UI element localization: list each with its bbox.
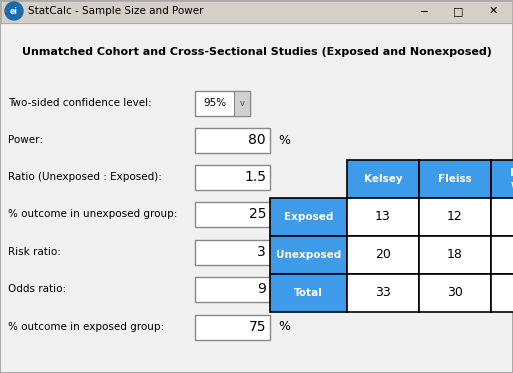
Bar — [491, 198, 513, 236]
Bar — [270, 198, 347, 236]
Bar — [195, 276, 270, 301]
Bar — [491, 160, 513, 198]
Bar — [270, 274, 347, 312]
Text: 9: 9 — [257, 282, 266, 296]
Bar — [419, 236, 491, 274]
Bar — [195, 164, 270, 189]
Text: ✕: ✕ — [488, 6, 498, 16]
Bar — [195, 201, 270, 226]
Text: % outcome in unexposed group:: % outcome in unexposed group: — [8, 209, 177, 219]
Text: Ratio (Unexposed : Exposed):: Ratio (Unexposed : Exposed): — [8, 172, 162, 182]
Text: Fleiss: Fleiss — [438, 174, 472, 184]
Text: 20: 20 — [375, 248, 391, 261]
Bar — [491, 236, 513, 274]
Circle shape — [5, 2, 23, 20]
Text: v: v — [240, 98, 245, 107]
Text: 95%: 95% — [203, 98, 226, 108]
Bar — [195, 314, 270, 339]
Text: 25: 25 — [248, 207, 266, 221]
Bar — [419, 198, 491, 236]
Bar — [347, 198, 419, 236]
Text: 18: 18 — [447, 248, 463, 261]
Bar — [270, 236, 347, 274]
Text: 75: 75 — [248, 320, 266, 334]
Text: Exposed: Exposed — [284, 212, 333, 222]
Text: Power:: Power: — [8, 135, 43, 145]
Bar — [419, 274, 491, 312]
Text: □: □ — [453, 6, 463, 16]
Bar — [195, 239, 270, 264]
Bar — [419, 160, 491, 198]
Bar — [195, 128, 270, 153]
Text: Unmatched Cohort and Cross-Sectional Studies (Exposed and Nonexposed): Unmatched Cohort and Cross-Sectional Stu… — [22, 47, 491, 57]
Text: ei: ei — [10, 6, 18, 16]
Text: 12: 12 — [447, 210, 463, 223]
Bar — [347, 274, 419, 312]
Text: % outcome in exposed group:: % outcome in exposed group: — [8, 322, 164, 332]
Text: 13: 13 — [375, 210, 391, 223]
Text: 1.5: 1.5 — [244, 170, 266, 184]
Text: 3: 3 — [257, 245, 266, 259]
Bar — [347, 160, 419, 198]
Bar — [195, 91, 250, 116]
Text: Unexposed: Unexposed — [276, 250, 341, 260]
Text: Risk ratio:: Risk ratio: — [8, 247, 61, 257]
Bar — [1, 1, 512, 23]
Text: Total: Total — [294, 288, 323, 298]
Text: 33: 33 — [375, 286, 391, 300]
Bar — [234, 91, 250, 116]
Text: %: % — [278, 320, 290, 333]
Text: StatCalc - Sample Size and Power: StatCalc - Sample Size and Power — [28, 6, 204, 16]
Text: Odds ratio:: Odds ratio: — [8, 284, 66, 294]
Bar — [491, 274, 513, 312]
Text: Two-sided confidence level:: Two-sided confidence level: — [8, 98, 152, 108]
Text: %: % — [278, 207, 290, 220]
Text: Fleiss
w/ CC: Fleiss w/ CC — [510, 168, 513, 190]
Bar — [347, 236, 419, 274]
Text: ─: ─ — [420, 6, 426, 16]
Text: Kelsey: Kelsey — [364, 174, 402, 184]
Text: 80: 80 — [248, 133, 266, 147]
Text: %: % — [278, 134, 290, 147]
Text: 30: 30 — [447, 286, 463, 300]
